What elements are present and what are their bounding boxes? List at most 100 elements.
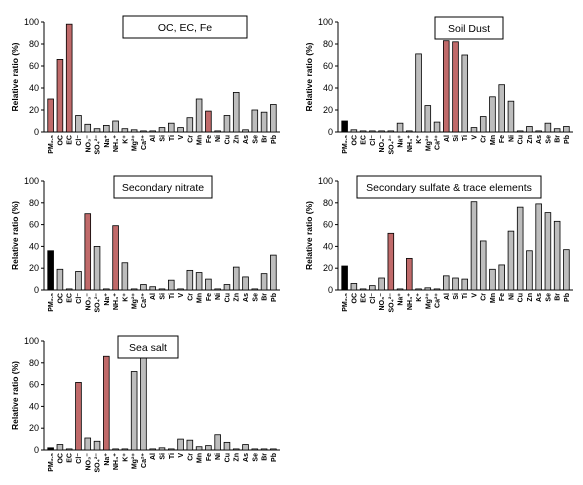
x-tick-label: As xyxy=(243,135,250,144)
x-tick-label: Cl⁻ xyxy=(370,293,377,304)
x-tick-label: As xyxy=(243,453,250,462)
x-tick-label: SO₄²⁻ xyxy=(95,135,102,155)
bar-7 xyxy=(396,288,404,291)
bar-25 xyxy=(270,104,277,133)
chart-title-box xyxy=(356,175,542,199)
x-tick-label: Cl⁻ xyxy=(370,135,377,146)
x-tick-label: Se xyxy=(545,135,552,144)
x-tick-label: SO₄²⁻ xyxy=(95,453,102,473)
y-tick-label: 60 xyxy=(29,220,39,230)
x-tick-label: V xyxy=(178,453,185,458)
bar-22 xyxy=(535,130,542,133)
x-tick-label: PM₂.₅ xyxy=(342,135,349,154)
bar-15 xyxy=(177,438,184,451)
x-tick-label: Si xyxy=(160,453,167,460)
x-tick-label: Br xyxy=(262,135,269,143)
bar-9 xyxy=(121,448,129,451)
x-tick-label: SO₄²⁻ xyxy=(388,293,395,313)
bar-16 xyxy=(479,240,487,291)
x-tick-label: As xyxy=(536,135,543,144)
x-tick-label: SO₄²⁻ xyxy=(95,293,102,313)
bar-21 xyxy=(232,266,240,291)
x-tick-label: Na⁺ xyxy=(104,135,111,148)
x-tick-label: OC xyxy=(57,293,64,304)
x-tick-label: Cr xyxy=(187,453,194,461)
bar-3 xyxy=(359,130,367,133)
bar-11 xyxy=(140,356,147,451)
bar-3 xyxy=(65,448,73,451)
x-tick-label: V xyxy=(178,293,185,298)
bar-20 xyxy=(516,130,524,133)
chart-title: Secondary nitrate xyxy=(122,182,204,194)
x-tick-label: Ti xyxy=(169,135,176,141)
bar-25 xyxy=(563,249,570,291)
x-tick-label: Fe xyxy=(499,293,506,301)
bar-10 xyxy=(424,287,432,291)
x-tick-label: Se xyxy=(252,453,259,462)
bar-20 xyxy=(223,115,231,133)
x-tick-label: Ca²⁺ xyxy=(141,293,148,308)
chart-title: OC, EC, Fe xyxy=(158,22,212,34)
bar-23 xyxy=(544,212,552,291)
x-tick-label: NO₃⁻ xyxy=(85,135,92,153)
bar-18 xyxy=(205,278,212,291)
bar-6 xyxy=(387,130,395,133)
y-tick-label: 40 xyxy=(29,401,39,411)
x-tick-label: Ti xyxy=(169,453,176,459)
x-tick-label: Al xyxy=(150,293,157,300)
bar-13 xyxy=(158,288,166,291)
x-tick-label: EC xyxy=(67,293,74,303)
y-tick-label: 80 xyxy=(323,198,333,208)
x-tick-label: Al xyxy=(150,453,157,460)
bar-19 xyxy=(507,100,515,133)
bar-8 xyxy=(406,257,413,291)
x-tick-label: Zn xyxy=(527,293,534,302)
x-tick-label: Si xyxy=(160,293,167,300)
x-tick-label: Ni xyxy=(508,293,515,300)
bar-22 xyxy=(242,129,249,133)
x-tick-label: Ni xyxy=(215,293,222,300)
x-tick-label: Zn xyxy=(234,135,241,144)
y-axis-label: Relative ratio (%) xyxy=(304,201,314,270)
y-tick-label: 0 xyxy=(34,285,39,295)
x-tick-label: Na⁺ xyxy=(398,293,405,306)
x-tick-label: PM₂.₅ xyxy=(48,135,55,154)
bar-13 xyxy=(452,277,459,291)
bar-6 xyxy=(93,128,101,133)
x-tick-label: As xyxy=(536,293,543,302)
x-tick-label: Se xyxy=(252,135,259,144)
x-tick-label: Mg²⁺ xyxy=(132,453,139,469)
bar-6 xyxy=(387,232,395,291)
x-tick-label: EC xyxy=(361,135,368,145)
y-tick-label: 100 xyxy=(24,336,39,346)
y-axis-label: Relative ratio (%) xyxy=(10,361,20,430)
bar-16 xyxy=(186,269,194,291)
y-tick-label: 100 xyxy=(318,17,333,27)
bar-4 xyxy=(369,285,376,291)
x-tick-label: Ti xyxy=(462,293,469,299)
bar-12 xyxy=(442,40,450,133)
x-tick-label: NH₄⁺ xyxy=(113,293,120,310)
x-tick-label: Si xyxy=(453,293,460,300)
bar-15 xyxy=(470,127,478,133)
bar-24 xyxy=(260,111,268,133)
bar-4 xyxy=(369,130,376,133)
bar-20 xyxy=(223,441,231,451)
x-tick-label: K⁺ xyxy=(416,135,423,144)
chart-title: Secondary sulfate & trace elements xyxy=(366,182,532,194)
bar-24 xyxy=(553,220,561,291)
bar-20 xyxy=(516,206,524,291)
x-tick-label: V xyxy=(471,293,478,298)
y-tick-label: 40 xyxy=(29,241,39,251)
bar-2 xyxy=(56,268,64,291)
bar-23 xyxy=(251,109,259,133)
bar-18 xyxy=(205,110,212,133)
bar-7 xyxy=(103,288,110,291)
bar-24 xyxy=(553,128,561,133)
x-tick-label: Cu xyxy=(518,293,525,302)
y-tick-label: 80 xyxy=(323,39,333,49)
x-tick-label: Pb xyxy=(564,135,571,144)
x-tick-label: Mg²⁺ xyxy=(132,135,139,151)
bar-21 xyxy=(232,448,240,451)
bar-2 xyxy=(56,59,64,133)
